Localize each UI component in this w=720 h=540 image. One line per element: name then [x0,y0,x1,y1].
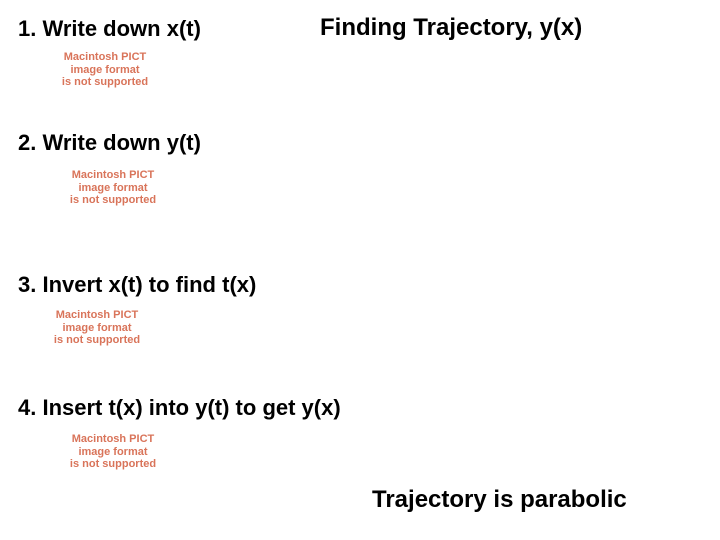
step-4-text: 4. Insert t(x) into y(t) to get y(x) [18,395,341,420]
pict2-line3: is not supported [70,194,156,207]
pict2-line1: Macintosh PICT [72,169,155,182]
pict-line3: is not supported [62,76,148,89]
title-text: Finding Trajectory, y(x) [320,14,582,41]
pict3-line1: Macintosh PICT [56,309,139,322]
step-2-text: 2. Write down y(t) [18,130,201,155]
title: Finding Trajectory, y(x) [320,14,582,42]
footer-text: Trajectory is parabolic [372,486,627,513]
step-2: 2. Write down y(t) [18,130,201,156]
pict-line2: image format [70,64,139,77]
step-1-text: 1. Write down x(t) [18,16,201,41]
pict4-line1: Macintosh PICT [72,433,155,446]
pict3-line3: is not supported [54,334,140,347]
step-3-text: 3. Invert x(t) to find t(x) [18,272,256,297]
pict-line1: Macintosh PICT [64,51,147,64]
pict2-line2: image format [78,182,147,195]
pict3-line2: image format [62,322,131,335]
step-1: 1. Write down x(t) [18,16,201,42]
pict-placeholder-3: Macintosh PICT image format is not suppo… [32,308,162,348]
footer: Trajectory is parabolic [372,486,627,514]
pict-placeholder-4: Macintosh PICT image format is not suppo… [48,432,178,472]
step-4: 4. Insert t(x) into y(t) to get y(x) [18,395,341,421]
step-3: 3. Invert x(t) to find t(x) [18,272,256,298]
pict4-line2: image format [78,446,147,459]
pict-placeholder-1: Macintosh PICT image format is not suppo… [40,50,170,90]
pict4-line3: is not supported [70,458,156,471]
pict-placeholder-2: Macintosh PICT image format is not suppo… [48,168,178,208]
slide: 1. Write down x(t) Finding Trajectory, y… [0,0,720,540]
